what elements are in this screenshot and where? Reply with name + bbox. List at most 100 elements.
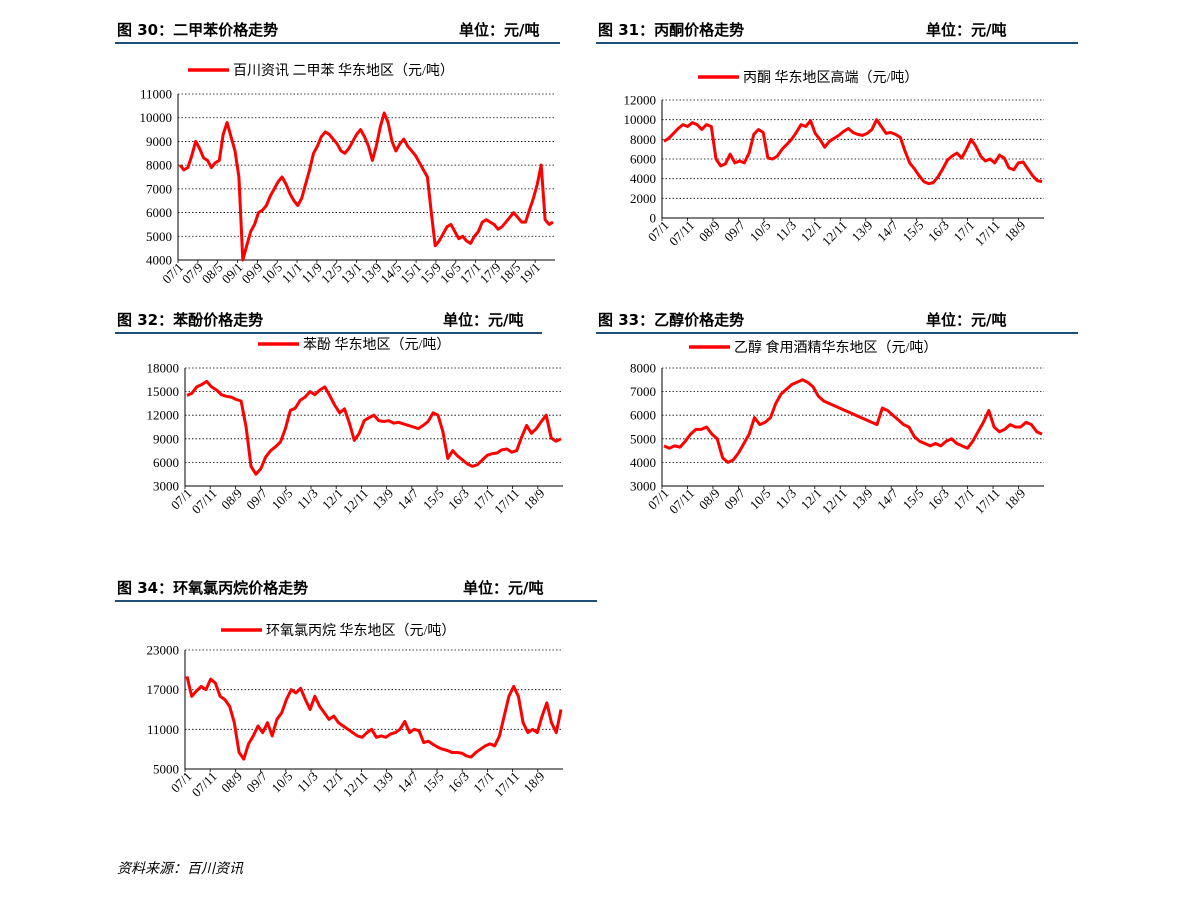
y-tick-label: 7000 (146, 181, 172, 196)
x-tick-label: 13/9 (369, 486, 396, 513)
x-tick-label: 17/11 (972, 218, 1003, 249)
unit-label: 单位：元/吨 (926, 21, 1007, 39)
unit-label: 单位：元/吨 (459, 21, 540, 39)
chart-panel-33: 图 33：乙醇价格走势 单位：元/吨 3000 4000 5000 6000 7000 8… (596, 306, 1078, 556)
y-tick-label: 6000 (153, 455, 179, 470)
line-chart: 30004000500060007000800007/107/1108/909/… (630, 339, 1044, 517)
x-tick-label: 13/9 (369, 769, 396, 796)
y-tick-label: 7000 (630, 384, 656, 399)
y-tick-label: 18000 (147, 361, 180, 376)
x-tick-label: 12/11 (340, 486, 371, 517)
y-tick-label: 4000 (630, 455, 656, 470)
panel-header: 图 31：丙酮价格走势 单位：元/吨 (596, 16, 1078, 44)
series-line (186, 379, 562, 476)
x-tick-label: 07/11 (666, 218, 697, 249)
x-tick-label: 15/5 (420, 769, 447, 796)
x-tick-label: 13/9 (849, 486, 876, 513)
panel-header: 图 33：乙醇价格走势 单位：元/吨 (596, 306, 1078, 334)
y-tick-label: 12000 (624, 93, 657, 108)
y-tick-label: 9000 (146, 134, 172, 149)
unit-label: 单位：元/吨 (926, 311, 1007, 329)
y-tick-label: 3000 (630, 479, 656, 494)
y-tick-label: 4000 (146, 253, 172, 268)
chart-panel-30: 图 30：二甲苯价格走势 单位：元/吨 4000 5000 6000 7000 8000… (115, 16, 560, 296)
line-chart: 400050006000700080009000100001100007/107… (140, 62, 555, 287)
x-tick-label: 18/9 (521, 486, 548, 513)
chart-title: 图 34：环氧氯丙烷价格走势 (117, 579, 309, 597)
y-tick-label: 10000 (140, 110, 173, 125)
x-tick-label: 08/9 (218, 769, 245, 796)
y-tick-label: 6000 (630, 408, 656, 423)
y-tick-label: 8000 (630, 132, 656, 147)
series-line (185, 676, 563, 761)
panel-header: 图 34：环氧氯丙烷价格走势 单位：元/吨 (115, 574, 597, 602)
x-tick-label: 19/1 (516, 260, 543, 287)
x-tick-label: 07/11 (189, 486, 220, 517)
chart-title: 图 30：二甲苯价格走势 (117, 21, 279, 39)
x-tick-label: 15/5 (420, 486, 447, 513)
x-tick-label: 15/5 (899, 486, 926, 513)
y-tick-label: 0 (650, 211, 657, 226)
x-tick-label: 17/11 (491, 769, 522, 800)
x-tick-label: 15/5 (899, 218, 926, 245)
x-tick-label: 14/7 (395, 485, 422, 512)
x-tick-label: 10/5 (269, 486, 296, 513)
x-tick-label: 12/11 (340, 769, 371, 800)
y-tick-label: 10000 (624, 112, 657, 127)
x-tick-label: 09/7 (721, 217, 748, 244)
x-tick-label: 16/3 (925, 218, 952, 245)
series-line (663, 378, 1043, 464)
y-tick-label: 12000 (147, 408, 180, 423)
y-tick-label: 5000 (630, 431, 656, 446)
x-tick-label: 08/9 (696, 218, 723, 245)
x-tick-label: 11/3 (772, 486, 799, 513)
x-tick-label: 07/11 (189, 769, 220, 800)
x-tick-label: 09/7 (721, 485, 748, 512)
x-tick-label: 08/9 (218, 486, 245, 513)
chart-title: 图 33：乙醇价格走势 (598, 311, 745, 329)
y-tick-label: 11000 (147, 722, 179, 737)
y-tick-label: 5000 (153, 762, 179, 777)
x-tick-label: 10/5 (747, 486, 774, 513)
x-tick-label: 18/9 (1001, 486, 1028, 513)
y-tick-label: 5000 (146, 229, 172, 244)
legend-label: 乙醇 食用酒精华东地区（元/吨） (734, 339, 937, 356)
y-tick-label: 17000 (147, 682, 180, 697)
x-tick-label: 12/11 (819, 486, 850, 517)
unit-label: 单位：元/吨 (443, 311, 524, 329)
legend-label: 苯酚 华东地区（元/吨） (303, 336, 450, 353)
line-chart: 02000400060008000100001200007/107/1108/9… (624, 69, 1044, 249)
y-tick-label: 8000 (630, 361, 656, 376)
source-note: 资料来源：百川资讯 (117, 861, 243, 877)
line-chart: 30006000900012000150001800007/107/1108/9… (147, 336, 563, 517)
x-tick-label: 14/7 (874, 217, 901, 244)
chart-panel-31: 图 31：丙酮价格走势 单位：元/吨 0 2000 4000 6000 8000 1000… (596, 16, 1078, 296)
chart-title: 图 31：丙酮价格走势 (598, 21, 745, 39)
panel-header: 图 32：苯酚价格走势 单位：元/吨 (115, 306, 542, 334)
panel-header: 图 30：二甲苯价格走势 单位：元/吨 (115, 16, 560, 44)
chart-panel-32: 图 32：苯酚价格走势 单位：元/吨 3000 6000 9000 12000 1500… (115, 306, 563, 556)
x-tick-label: 16/3 (445, 769, 472, 796)
x-tick-label: 11/3 (294, 769, 321, 796)
x-tick-label: 09/7 (243, 768, 270, 795)
legend-label: 环氧氯丙烷 华东地区（元/吨） (266, 623, 455, 639)
x-tick-label: 07/11 (666, 486, 697, 517)
x-tick-label: 17/11 (491, 486, 522, 517)
x-tick-label: 11/3 (772, 218, 799, 245)
x-tick-label: 11/3 (294, 486, 321, 513)
y-tick-label: 6000 (630, 152, 656, 167)
legend-label: 百川资讯 二甲苯 华东地区（元/吨） (233, 62, 454, 79)
x-tick-label: 18/9 (521, 769, 548, 796)
y-tick-label: 2000 (630, 191, 656, 206)
x-tick-label: 09/7 (243, 485, 270, 512)
y-tick-label: 3000 (153, 479, 179, 494)
y-tick-label: 9000 (153, 431, 179, 446)
y-tick-label: 11000 (140, 87, 172, 102)
x-tick-label: 08/9 (696, 486, 723, 513)
x-tick-label: 12/11 (819, 218, 850, 249)
chart-panel-34: 图 34：环氧氯丙烷价格走势 单位：元/吨 5000 11000 17000 2300… (115, 574, 597, 834)
x-tick-label: 16/3 (445, 486, 472, 513)
line-chart: 500011000170002300007/107/1108/909/710/5… (147, 623, 563, 800)
series-line (178, 111, 554, 262)
y-tick-label: 23000 (147, 643, 180, 658)
